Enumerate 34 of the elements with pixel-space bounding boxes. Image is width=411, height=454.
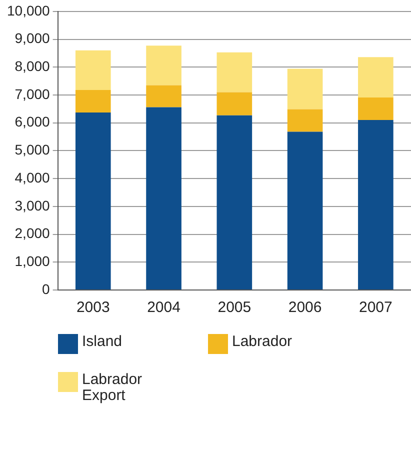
bar — [146, 107, 182, 290]
y-tick-label: 6,000 — [14, 114, 50, 130]
bar — [75, 112, 111, 290]
legend-label: Island — [82, 333, 122, 350]
bar — [75, 50, 111, 90]
bar — [146, 85, 182, 108]
bar — [216, 92, 252, 116]
legend-label: Labrador — [232, 333, 292, 350]
y-tick-label: 10,000 — [6, 2, 50, 18]
x-tick-label: 2005 — [218, 299, 252, 316]
x-tick-label: 2007 — [358, 299, 392, 316]
y-tick-label: 5,000 — [14, 142, 50, 158]
y-tick-label: 0 — [42, 280, 50, 297]
bar — [216, 115, 252, 290]
bar — [146, 46, 182, 86]
bar — [287, 68, 323, 110]
legend-label: Labrador Export — [82, 371, 144, 404]
y-tick-label: 3,000 — [14, 197, 50, 214]
bar — [287, 109, 323, 132]
bar — [75, 90, 111, 113]
y-tick-label: 9,000 — [14, 30, 50, 46]
bar — [216, 52, 252, 92]
y-tick-label: 2,000 — [14, 225, 50, 242]
bar — [358, 120, 394, 290]
x-tick-label: 2006 — [288, 299, 322, 316]
y-tick-label: 4,000 — [14, 169, 50, 186]
x-tick-label: 2003 — [76, 299, 110, 316]
x-tick-label: 2004 — [147, 299, 180, 316]
y-tick-label: 7,000 — [14, 86, 50, 102]
bar — [358, 97, 394, 120]
bar — [358, 57, 394, 98]
y-tick-label: 8,000 — [14, 58, 50, 74]
y-tick-label: 1,000 — [14, 253, 50, 269]
bar — [287, 132, 323, 290]
